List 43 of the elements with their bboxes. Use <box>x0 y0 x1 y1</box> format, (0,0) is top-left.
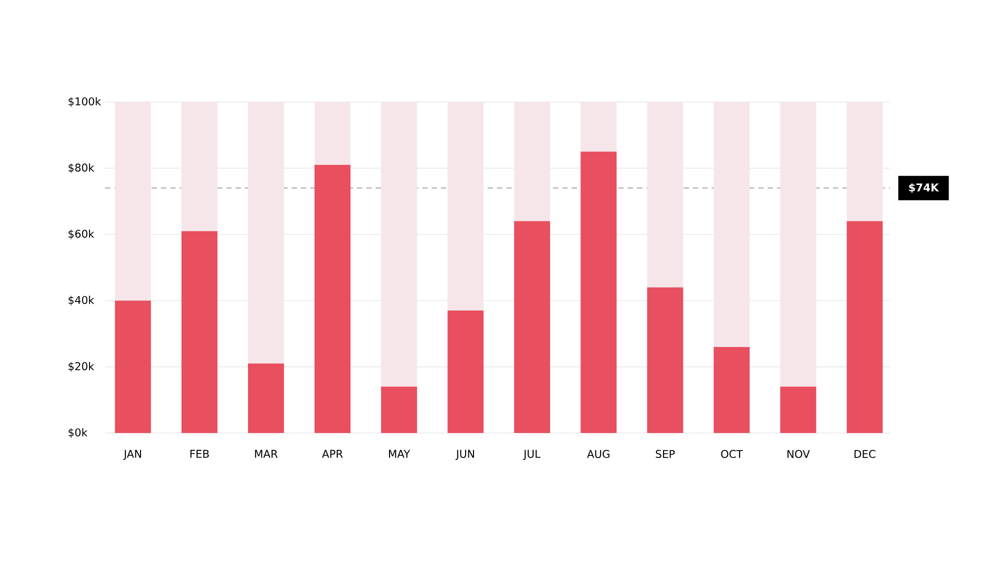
bar <box>580 102 617 152</box>
y-tick-label: $0k <box>68 428 88 438</box>
x-tick-label: JAN <box>123 450 142 460</box>
x-tick-label: MAY <box>389 450 410 458</box>
bar <box>580 152 617 433</box>
y-tick-label: $40k <box>68 296 94 306</box>
bar <box>314 164 351 433</box>
x-tick-label: DEC <box>854 450 876 458</box>
bar <box>714 102 750 347</box>
x-tick-label: MAR <box>255 450 278 458</box>
bar <box>780 102 816 387</box>
x-tick-label: AUG <box>587 450 610 458</box>
bar <box>248 363 284 433</box>
bar <box>114 300 151 433</box>
bar <box>381 386 418 433</box>
bar <box>647 287 684 433</box>
bar <box>448 102 484 311</box>
x-tick-label: FEB <box>190 450 209 458</box>
bar <box>514 102 550 222</box>
ref-line-label: $74K <box>909 183 940 193</box>
x-tick-label: SEP <box>656 450 675 458</box>
bar <box>448 310 484 433</box>
bar <box>381 102 418 387</box>
bar <box>714 346 750 433</box>
bar <box>114 102 151 301</box>
x-tick-label: JUL <box>523 450 540 460</box>
y-tick-label: $100k <box>68 97 102 107</box>
y-tick-label: $80k <box>68 163 94 174</box>
x-tick-label: NOV <box>788 450 810 458</box>
y-tick-label: $20k <box>68 362 94 372</box>
x-tick-label: APR <box>322 450 343 458</box>
bar <box>846 221 883 433</box>
y-tick-label: $60k <box>68 230 94 240</box>
bar <box>248 102 284 364</box>
bar <box>514 221 550 433</box>
bar <box>780 386 816 433</box>
bar <box>314 102 351 165</box>
x-tick-label: JUN <box>456 450 474 460</box>
bar <box>181 102 218 232</box>
x-tick-label: OCT <box>721 450 743 458</box>
bar <box>647 102 684 288</box>
bar <box>846 102 883 222</box>
bar <box>181 231 218 433</box>
